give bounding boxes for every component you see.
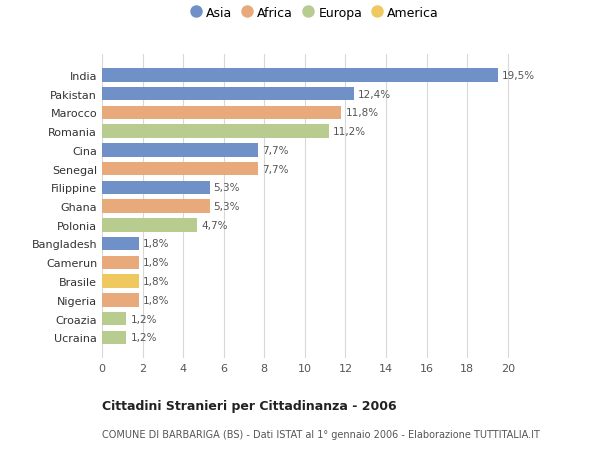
Text: 12,4%: 12,4%	[358, 90, 391, 99]
Text: 5,3%: 5,3%	[214, 183, 240, 193]
Bar	[102, 293, 139, 307]
Bar	[102, 125, 329, 139]
Bar	[102, 218, 197, 232]
Bar	[102, 88, 353, 101]
Bar	[102, 331, 127, 344]
Text: 1,8%: 1,8%	[143, 257, 169, 268]
Text: Cittadini Stranieri per Cittadinanza - 2006: Cittadini Stranieri per Cittadinanza - 2…	[102, 399, 397, 412]
Text: 5,3%: 5,3%	[214, 202, 240, 212]
Bar	[102, 106, 341, 120]
Bar	[102, 200, 209, 213]
Text: 7,7%: 7,7%	[262, 164, 289, 174]
Text: 1,8%: 1,8%	[143, 276, 169, 286]
Text: 4,7%: 4,7%	[202, 220, 228, 230]
Bar	[102, 256, 139, 269]
Bar	[102, 237, 139, 251]
Bar	[102, 312, 127, 325]
Text: 11,8%: 11,8%	[346, 108, 379, 118]
Text: 11,2%: 11,2%	[333, 127, 367, 137]
Bar	[102, 144, 258, 157]
Bar	[102, 162, 258, 176]
Legend: Asia, Africa, Europa, America: Asia, Africa, Europa, America	[191, 7, 439, 20]
Bar	[102, 181, 209, 195]
Text: 1,8%: 1,8%	[143, 295, 169, 305]
Text: 19,5%: 19,5%	[502, 71, 535, 81]
Text: 1,2%: 1,2%	[130, 314, 157, 324]
Text: 7,7%: 7,7%	[262, 146, 289, 156]
Text: COMUNE DI BARBARIGA (BS) - Dati ISTAT al 1° gennaio 2006 - Elaborazione TUTTITAL: COMUNE DI BARBARIGA (BS) - Dati ISTAT al…	[102, 429, 540, 439]
Text: 1,8%: 1,8%	[143, 239, 169, 249]
Bar	[102, 274, 139, 288]
Bar	[102, 69, 497, 82]
Text: 1,2%: 1,2%	[130, 332, 157, 342]
